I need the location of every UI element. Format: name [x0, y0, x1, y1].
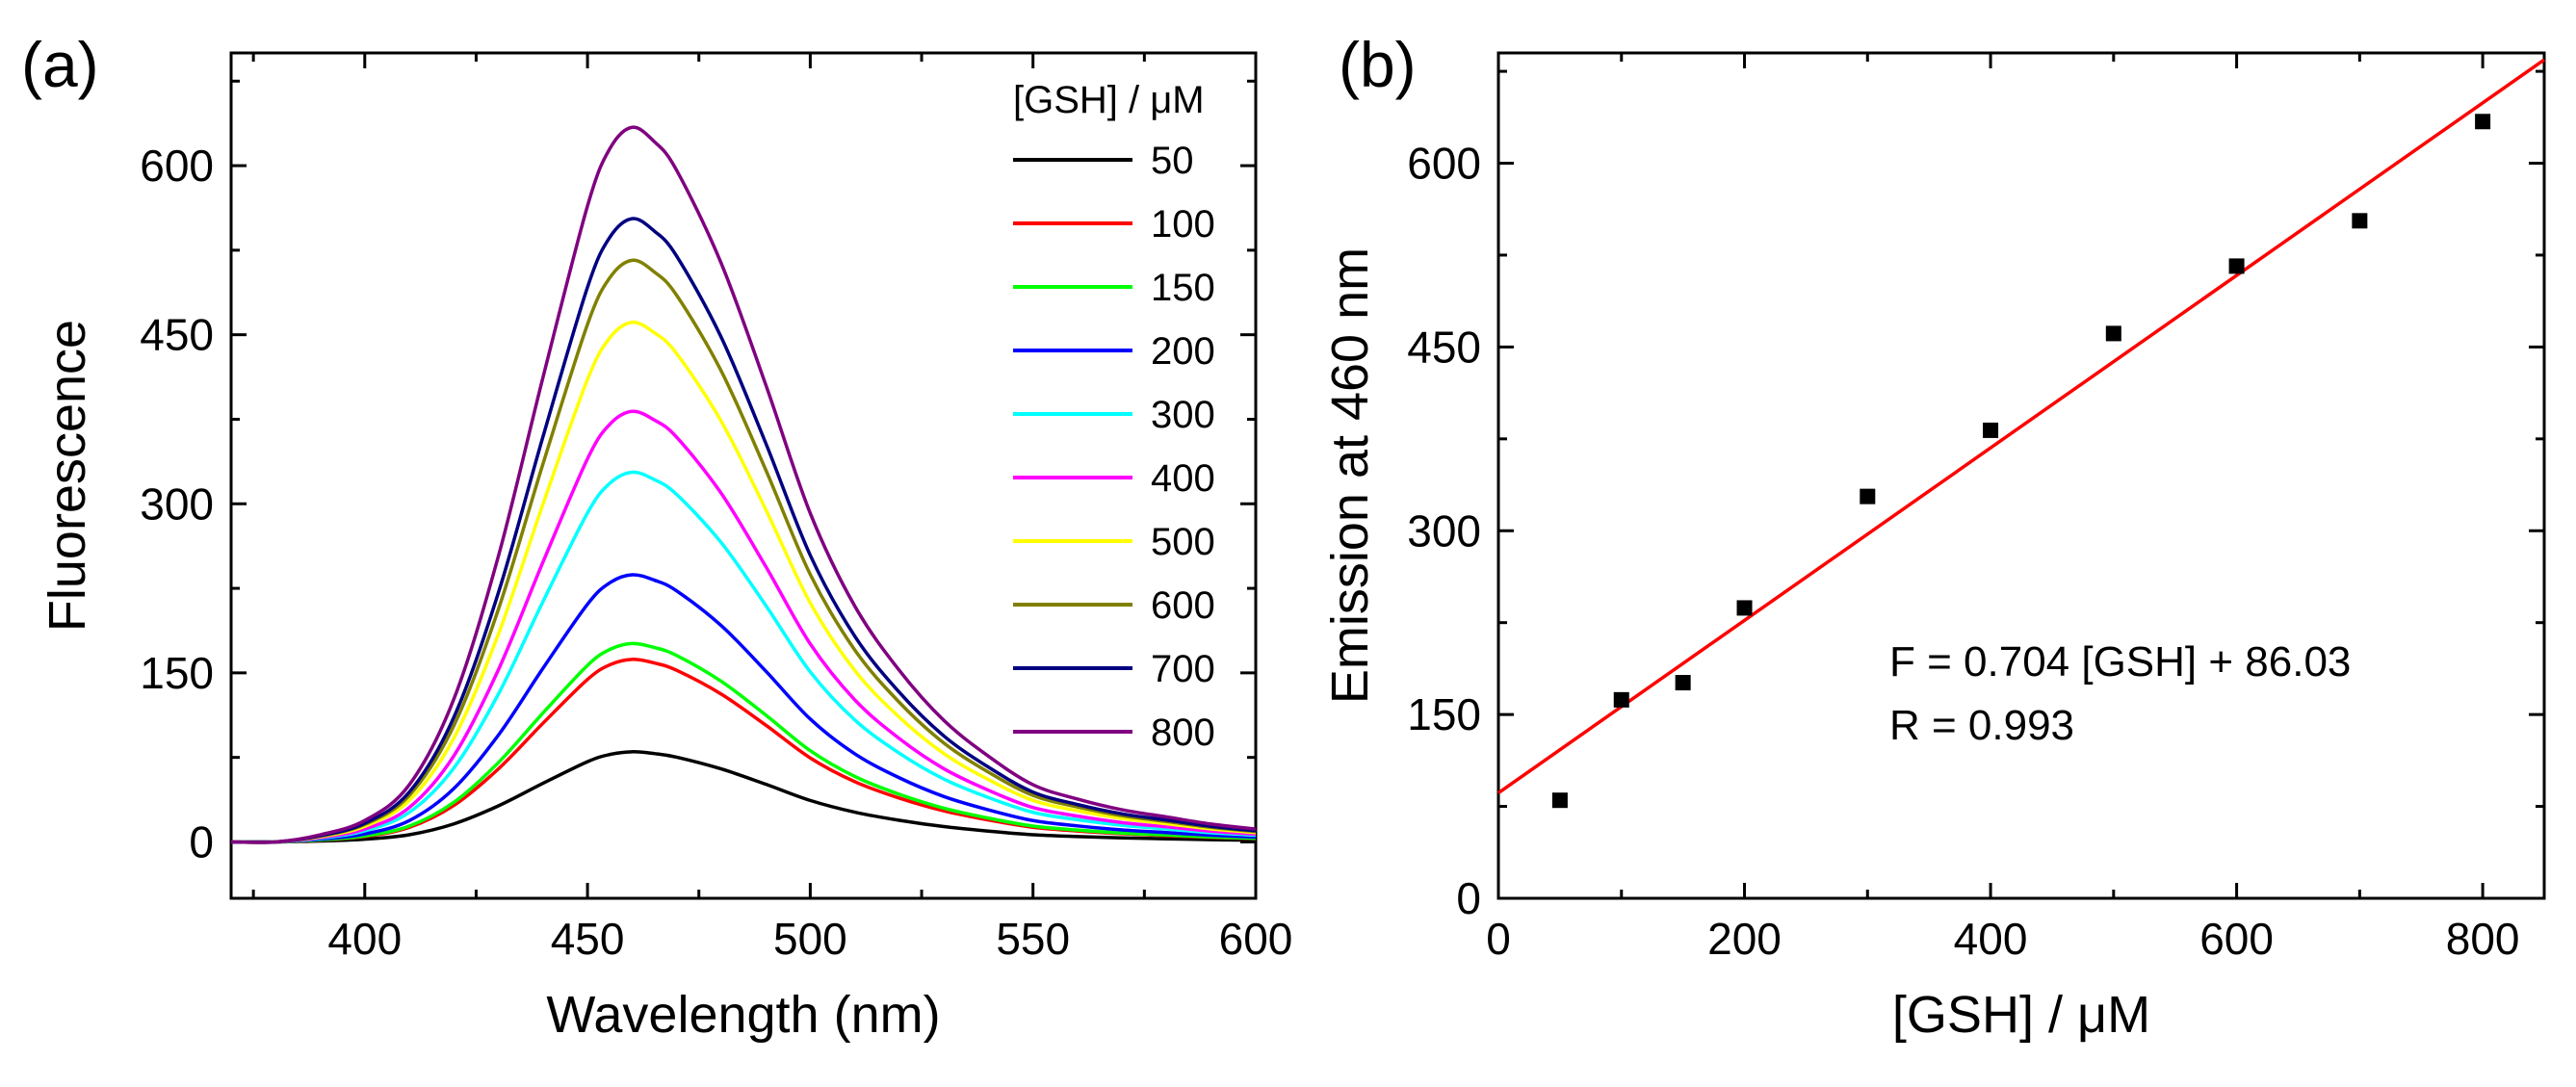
y-tick-label: 600 — [140, 141, 214, 191]
legend-label-500: 500 — [1151, 521, 1215, 563]
data-point — [1613, 691, 1629, 708]
y-tick-label: 300 — [140, 479, 214, 529]
spectrum-curve-700 — [230, 217, 1257, 844]
data-point — [2228, 258, 2245, 274]
panel-b-fit — [1496, 58, 2546, 794]
x-tick-label: 800 — [2446, 914, 2520, 964]
legend-label-300: 300 — [1151, 394, 1215, 436]
data-point — [1551, 792, 1568, 809]
fit-equation: F = 0.704 [GSH] + 86.03 — [1889, 638, 2351, 686]
panel-b-y-axis-title: Emission at 460 nm — [1321, 247, 1379, 704]
data-point — [2352, 213, 2368, 229]
spectrum-curve-800 — [230, 125, 1257, 844]
legend-label-150: 150 — [1151, 267, 1215, 309]
y-tick-label: 150 — [1407, 689, 1481, 739]
data-point — [1675, 675, 1691, 691]
x-tick-label: 450 — [551, 914, 625, 964]
spectrum-curve-500 — [230, 321, 1257, 844]
x-tick-label: 200 — [1707, 914, 1782, 964]
panel-a-curves — [230, 125, 1257, 844]
fit-r-value: R = 0.993 — [1889, 702, 2074, 749]
y-tick-label: 450 — [1407, 322, 1481, 372]
panel-a-ticks: 400 450 500 550 600 0 150 300 450 600 — [140, 53, 1292, 964]
legend-label-800: 800 — [1151, 712, 1215, 754]
x-tick-label: 500 — [773, 914, 847, 964]
legend-label-100: 100 — [1151, 203, 1215, 246]
y-tick-label: 450 — [140, 310, 214, 360]
panel-b-x-axis-title: [GSH] / μM — [1892, 986, 2150, 1044]
panel-b-ticks: 0 200 400 600 800 0 150 300 450 600 — [1407, 53, 2544, 964]
data-point — [1983, 422, 1999, 438]
y-tick-label: 300 — [1407, 505, 1481, 556]
legend-label-50: 50 — [1151, 140, 1194, 182]
panel-a-frame — [229, 51, 1258, 900]
legend-label-600: 600 — [1151, 584, 1215, 627]
legend-title: [GSH] / μM — [1013, 79, 1205, 121]
y-tick-label: 150 — [140, 648, 214, 698]
panel-a-label: (a) — [21, 29, 99, 100]
panel-a-y-axis-title: Fluorescence — [39, 320, 96, 632]
y-tick-label: 0 — [1456, 873, 1481, 923]
y-tick-label: 0 — [189, 816, 214, 867]
data-point — [1736, 600, 1753, 616]
x-tick-label: 600 — [1219, 914, 1293, 964]
data-point — [2475, 114, 2491, 130]
legend-label-400: 400 — [1151, 457, 1215, 500]
panel-b-label: (b) — [1339, 29, 1417, 100]
panel-b-calibration-plot: (b) 0 200 400 600 800 0 150 300 450 600 F = 0.704… — [1321, 29, 2546, 1044]
spectrum-curve-200 — [230, 573, 1257, 844]
x-tick-label: 0 — [1486, 914, 1511, 964]
spectrum-curve-300 — [230, 470, 1257, 844]
fit-line — [1496, 58, 2546, 794]
spectrum-curve-50 — [230, 750, 1257, 844]
x-tick-label: 600 — [2199, 914, 2274, 964]
panel-a-legend: 50 100 150 200 300 400 500 600 700 800 — [1013, 140, 1215, 754]
spectrum-curve-150 — [230, 641, 1257, 844]
spectrum-curve-400 — [230, 409, 1257, 844]
panel-b-frame — [1496, 51, 2546, 900]
legend-label-700: 700 — [1151, 648, 1215, 690]
panel-a-fluorescence-spectra: (a) 400 450 500 550 600 0 150 300 450 600 [GSH] /… — [21, 29, 1292, 1044]
y-tick-label: 600 — [1407, 139, 1481, 189]
x-tick-label: 400 — [1954, 914, 2028, 964]
data-point — [2105, 325, 2121, 342]
x-tick-label: 550 — [996, 914, 1070, 964]
panel-a-x-axis-title: Wavelength (nm) — [546, 986, 940, 1044]
legend-label-200: 200 — [1151, 330, 1215, 373]
data-point — [1860, 488, 1876, 505]
spectrum-curve-600 — [230, 258, 1257, 844]
x-tick-label: 400 — [327, 914, 402, 964]
panel-b-points — [1551, 114, 2491, 809]
